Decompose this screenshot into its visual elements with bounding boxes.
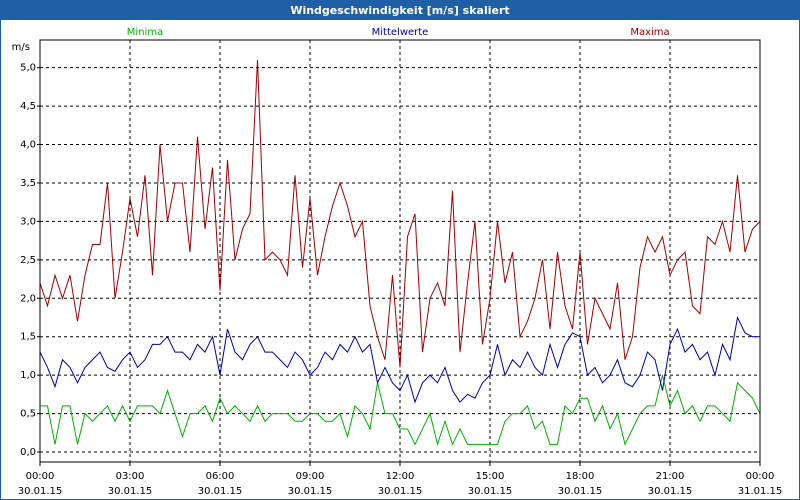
- x-tick-label: 09:00: [296, 471, 325, 482]
- y-tick-label: 3,0: [20, 216, 36, 227]
- chart-title: Windgeschwindigkeit [m/s] skaliert: [290, 4, 509, 17]
- y-tick-label: 1,0: [20, 370, 36, 381]
- x-tick-date: 30.01.15: [198, 486, 243, 497]
- series-line: [40, 375, 761, 447]
- y-tick-label: 0,0: [20, 447, 36, 458]
- y-tick-label: 2,0: [20, 293, 36, 304]
- x-tick-label: 06:00: [206, 471, 235, 482]
- x-tick-label: 00:00: [746, 471, 775, 482]
- x-tick-date: 30.01.15: [378, 486, 423, 497]
- y-axis-label: m/s: [12, 42, 30, 53]
- x-tick-label: 18:00: [566, 471, 595, 482]
- x-tick-date: 30.01.15: [648, 486, 693, 497]
- legend-label: Minima: [127, 27, 163, 38]
- legend-label: Mittelwerte: [372, 27, 429, 38]
- y-tick-label: 3,5: [20, 178, 36, 189]
- y-tick-label: 5,0: [20, 63, 36, 74]
- y-tick-label: 4,0: [20, 140, 36, 151]
- y-tick-label: 2,5: [20, 255, 36, 266]
- x-tick-date: 30.01.15: [558, 486, 603, 497]
- y-tick-label: 1,5: [20, 332, 36, 343]
- series-line: [39, 59, 761, 368]
- x-tick-date: 30.01.15: [288, 486, 333, 497]
- x-tick-label: 12:00: [386, 471, 415, 482]
- title-bar: [0, 0, 800, 20]
- x-tick-label: 15:00: [476, 471, 505, 482]
- x-tick-date: 30.01.15: [108, 486, 153, 497]
- y-tick-label: 0,5: [20, 409, 36, 420]
- x-tick-date: 30.01.15: [18, 486, 63, 497]
- x-tick-label: 00:00: [26, 471, 55, 482]
- x-tick-label: 03:00: [116, 471, 145, 482]
- series-line: [39, 315, 760, 404]
- x-tick-label: 21:00: [656, 471, 685, 482]
- y-tick-label: 4,5: [20, 101, 36, 112]
- x-tick-date: 30.01.15: [468, 486, 513, 497]
- x-tick-date: 31.01.15: [738, 486, 783, 497]
- legend-label: Maxima: [630, 27, 669, 38]
- plot-border: [39, 39, 761, 463]
